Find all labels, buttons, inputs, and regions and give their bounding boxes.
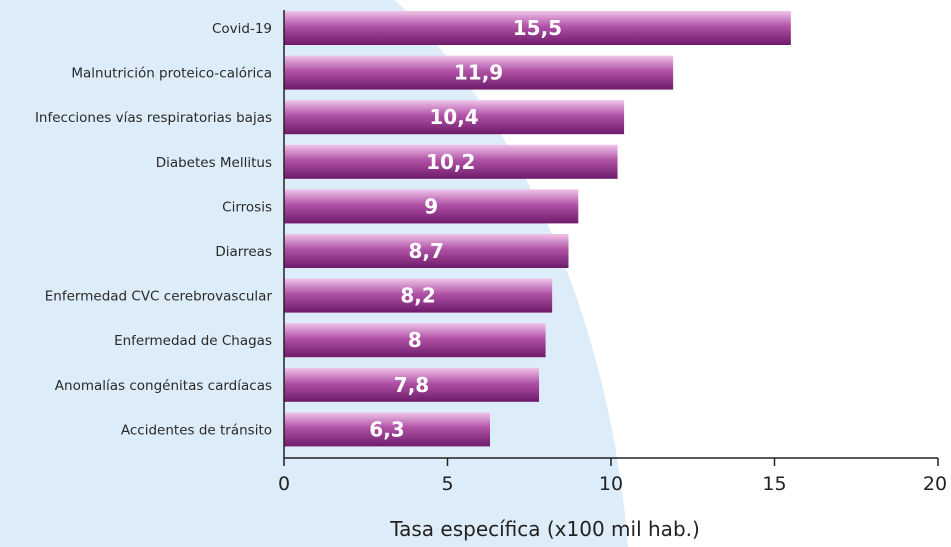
x-tick-label: 20	[923, 473, 947, 495]
category-labels: Covid-19 Malnutrición proteico-calórica In…	[35, 21, 273, 438]
bar-value-label: 10,2	[426, 150, 475, 174]
x-tick-label: 5	[441, 473, 453, 495]
category-label: Malnutrición proteico-calórica	[71, 66, 272, 82]
bar	[284, 189, 579, 224]
category-label: Enfermedad CVC cerebrovascular	[45, 289, 273, 305]
x-tick-label: 0	[278, 473, 290, 495]
category-label: Infecciones vías respiratorias bajas	[35, 110, 272, 126]
bar	[284, 323, 546, 358]
bar-value-label: 8	[408, 328, 422, 352]
bar-value-label: 15,5	[513, 16, 562, 40]
bar	[284, 367, 540, 402]
x-tick-label: 15	[762, 473, 786, 495]
category-label: Cirrosis	[222, 199, 272, 215]
category-label: Diarreas	[215, 244, 272, 260]
bar-value-label: 10,4	[429, 105, 478, 129]
bar	[284, 278, 553, 313]
category-label: Enfermedad de Chagas	[114, 333, 272, 349]
bar-value-label: 9	[424, 194, 438, 218]
category-label: Anomalías congénitas cardíacas	[55, 378, 272, 394]
bar-value-label: 8,2	[400, 284, 435, 308]
bar-value-label: 7,8	[394, 373, 429, 397]
bars-layer: 15,5 11,9 10,4 10,2 9 8,7 8,2 8 7,8 6,3	[284, 11, 791, 447]
x-tick-label: 10	[599, 473, 623, 495]
bar-value-label: 8,7	[409, 239, 444, 263]
category-label: Covid-19	[212, 21, 272, 37]
bar	[284, 412, 491, 447]
bar-value-label: 11,9	[454, 61, 503, 85]
bar	[284, 55, 674, 90]
bar	[284, 100, 625, 135]
bar-value-label: 6,3	[369, 417, 404, 441]
bar	[284, 144, 618, 179]
category-label: Diabetes Mellitus	[156, 155, 272, 171]
bar	[284, 234, 569, 268]
background-shape	[0, 0, 628, 547]
x-axis-ticks: 0 5 10 15 20	[278, 458, 947, 495]
bar	[284, 11, 791, 45]
category-label: Accidentes de tránsito	[121, 422, 272, 438]
x-axis-title: Tasa específica (x100 mil hab.)	[389, 517, 700, 541]
